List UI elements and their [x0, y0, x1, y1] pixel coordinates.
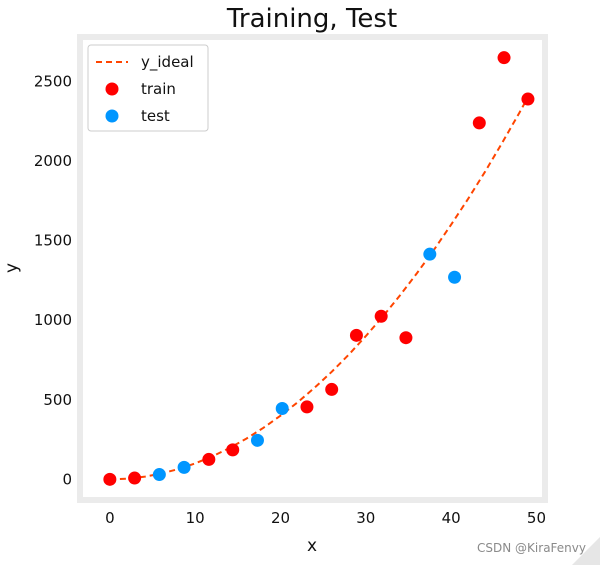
x-tick-label: 50 — [527, 509, 546, 527]
train-point — [128, 471, 142, 485]
y-tick-label: 1500 — [34, 232, 72, 250]
y-tick-label: 1000 — [34, 311, 72, 329]
train-point — [103, 472, 117, 486]
test-point — [177, 460, 191, 474]
train-point — [226, 443, 240, 457]
x-axis-label: x — [307, 536, 317, 556]
legend-swatch-test — [105, 109, 119, 123]
legend-swatch-train — [105, 82, 119, 96]
legend-label: train — [141, 80, 176, 98]
test-point — [423, 247, 437, 261]
train-point — [374, 309, 388, 323]
train-point — [325, 382, 339, 396]
x-tick-label: 40 — [442, 509, 461, 527]
test-point — [152, 468, 166, 482]
legend-label: y_ideal — [141, 53, 194, 72]
test-point — [275, 402, 289, 416]
train-point — [521, 92, 535, 106]
plot-marks — [103, 51, 535, 486]
y-tick-label: 2500 — [34, 73, 72, 91]
train-point — [300, 400, 314, 414]
train-point — [349, 328, 363, 342]
train-point — [202, 452, 216, 466]
legend-label: test — [141, 107, 170, 125]
test-point — [250, 433, 264, 447]
x-tick-label: 0 — [105, 509, 115, 527]
x-tick-label: 20 — [271, 509, 290, 527]
y-tick-label: 500 — [43, 391, 72, 409]
x-tick-label: 10 — [186, 509, 205, 527]
train-point — [399, 331, 413, 345]
test-point — [448, 270, 462, 284]
train-point — [497, 51, 511, 65]
chart-title: Training, Test — [226, 4, 397, 34]
x-tick-label: 30 — [356, 509, 375, 527]
train-point — [472, 116, 486, 130]
page-corner — [572, 537, 600, 565]
watermark-text: CSDN @KiraFenvy — [477, 541, 586, 555]
y-axis-label: y — [2, 263, 22, 273]
y-tick-label: 0 — [62, 470, 72, 488]
y-tick-label: 2000 — [34, 152, 72, 170]
legend-box — [87, 44, 209, 132]
